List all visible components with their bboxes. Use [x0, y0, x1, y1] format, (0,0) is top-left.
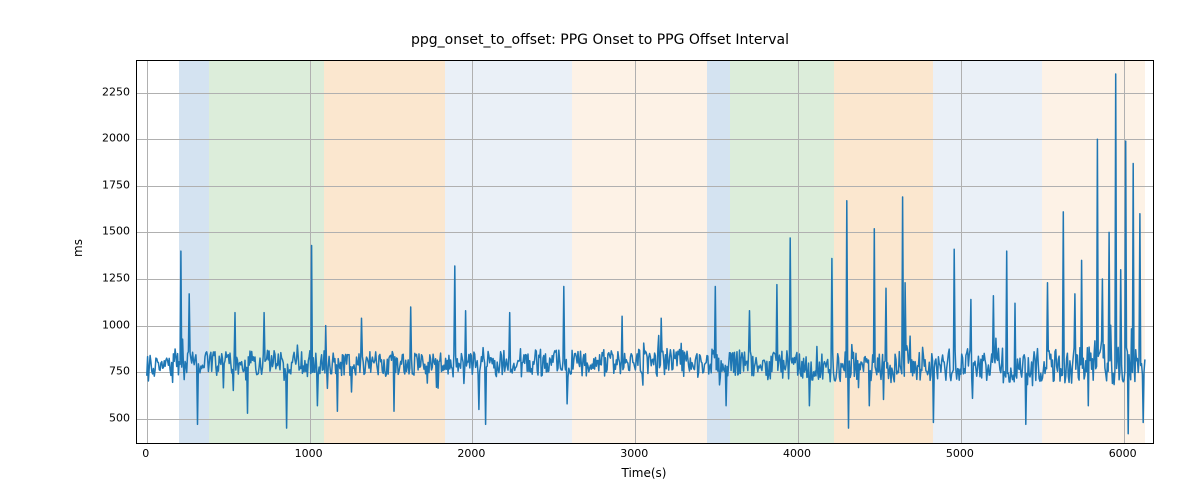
y-tick-label: 1250 — [90, 272, 130, 285]
y-tick-label: 500 — [90, 411, 130, 424]
x-tick-label: 6000 — [1109, 447, 1137, 460]
x-tick-label: 5000 — [946, 447, 974, 460]
x-axis-label: Time(s) — [136, 466, 1152, 480]
signal-line — [137, 61, 1153, 443]
x-tick-label: 3000 — [620, 447, 648, 460]
y-axis-label: ms — [71, 228, 85, 268]
y-tick-label: 2250 — [90, 85, 130, 98]
y-tick-label: 1750 — [90, 178, 130, 191]
figure: ppg_onset_to_offset: PPG Onset to PPG Of… — [0, 0, 1200, 500]
x-tick-label: 4000 — [783, 447, 811, 460]
chart-title: ppg_onset_to_offset: PPG Onset to PPG Of… — [0, 32, 1200, 48]
y-tick-label: 1500 — [90, 225, 130, 238]
x-tick-label: 1000 — [295, 447, 323, 460]
x-tick-label: 2000 — [457, 447, 485, 460]
x-tick-label: 0 — [142, 447, 149, 460]
y-tick-label: 1000 — [90, 318, 130, 331]
chart-axes — [136, 60, 1154, 444]
y-tick-label: 750 — [90, 365, 130, 378]
y-tick-label: 2000 — [90, 132, 130, 145]
